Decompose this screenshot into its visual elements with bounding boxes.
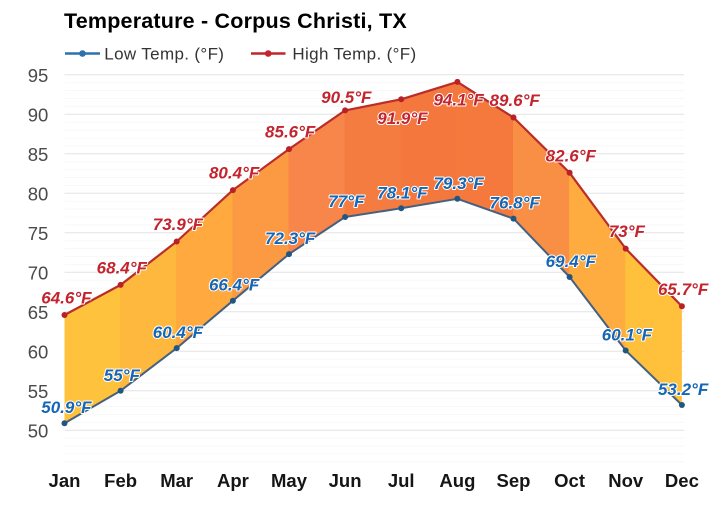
svg-text:68.4°F: 68.4°F [97, 258, 148, 277]
svg-text:60.1°F: 60.1°F [602, 326, 653, 345]
svg-text:85.6°F: 85.6°F [265, 123, 316, 142]
svg-text:50.9°F: 50.9°F [41, 398, 92, 417]
svg-text:Jan: Jan [49, 470, 81, 491]
svg-text:78.1°F: 78.1°F [377, 183, 428, 202]
svg-text:Feb: Feb [104, 470, 137, 491]
svg-text:53.2°F: 53.2°F [658, 380, 709, 399]
svg-text:89.6°F: 89.6°F [490, 91, 541, 110]
svg-text:Temperature - Corpus Christi,: Temperature - Corpus Christi, TX [64, 9, 407, 33]
svg-text:60: 60 [28, 341, 49, 362]
svg-text:95: 95 [28, 65, 49, 86]
svg-text:82.6°F: 82.6°F [546, 146, 597, 165]
svg-text:90.5°F: 90.5°F [321, 88, 372, 107]
svg-text:73°F: 73°F [609, 222, 646, 241]
svg-text:69.4°F: 69.4°F [546, 252, 597, 271]
svg-text:55°F: 55°F [104, 366, 141, 385]
svg-text:65.7°F: 65.7°F [658, 280, 709, 299]
svg-text:Jun: Jun [329, 470, 362, 491]
svg-text:90: 90 [28, 104, 49, 125]
svg-text:77°F: 77°F [328, 192, 365, 211]
svg-text:May: May [271, 470, 308, 491]
svg-text:73.9°F: 73.9°F [153, 215, 204, 234]
svg-text:60.4°F: 60.4°F [153, 323, 204, 342]
svg-text:Nov: Nov [608, 470, 644, 491]
svg-text:75: 75 [28, 223, 49, 244]
svg-text:72.3°F: 72.3°F [265, 229, 316, 248]
svg-text:Aug: Aug [439, 470, 475, 491]
svg-text:91.9°F: 91.9°F [377, 109, 428, 128]
svg-text:Mar: Mar [160, 470, 193, 491]
svg-text:Jul: Jul [388, 470, 415, 491]
svg-text:50: 50 [28, 420, 49, 441]
svg-text:70: 70 [28, 262, 49, 283]
svg-text:76.8°F: 76.8°F [490, 194, 541, 213]
svg-text:Low Temp. (°F): Low Temp. (°F) [104, 45, 224, 64]
svg-text:Dec: Dec [665, 470, 699, 491]
svg-text:80.4°F: 80.4°F [209, 164, 260, 183]
svg-text:Oct: Oct [554, 470, 585, 491]
svg-text:85: 85 [28, 144, 49, 165]
svg-text:64.6°F: 64.6°F [41, 289, 92, 308]
svg-text:High Temp. (°F): High Temp. (°F) [292, 45, 416, 64]
svg-text:94.1°F: 94.1°F [433, 90, 484, 109]
svg-text:55: 55 [28, 381, 49, 402]
svg-text:Sep: Sep [497, 470, 531, 491]
svg-text:79.3°F: 79.3°F [433, 174, 484, 193]
svg-text:65: 65 [28, 302, 49, 323]
svg-text:Apr: Apr [217, 470, 249, 491]
svg-text:66.4°F: 66.4°F [209, 276, 260, 295]
svg-text:80: 80 [28, 183, 49, 204]
